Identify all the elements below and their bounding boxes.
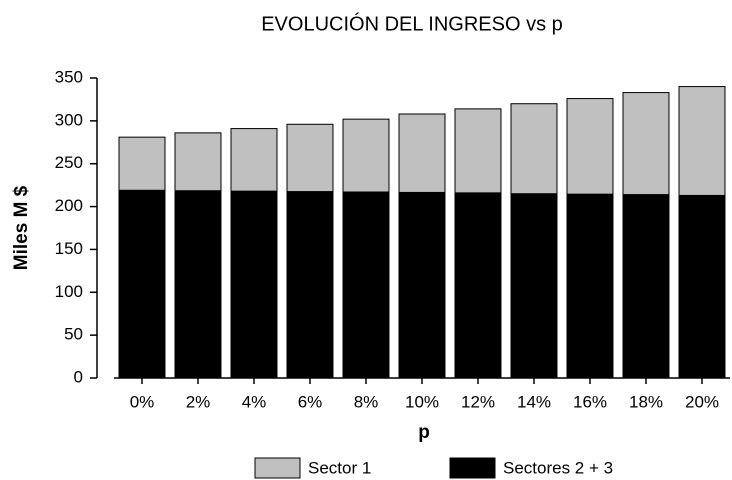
chart-title: EVOLUCIÓN DEL INGRESO vs p	[261, 12, 563, 35]
bar-segment	[678, 86, 726, 196]
x-tick-label: 0%	[130, 392, 155, 411]
bar-segment	[510, 103, 558, 195]
bar-segment	[286, 191, 334, 379]
x-tick-label: 16%	[573, 392, 607, 411]
bar-segment	[510, 193, 558, 379]
x-tick-label: 18%	[629, 392, 663, 411]
y-tick-label: 150	[55, 239, 83, 258]
y-axis-label: Miles M $	[11, 185, 32, 270]
y-tick-label: 50	[64, 325, 83, 344]
bar-segment	[566, 98, 614, 195]
bar-segment	[622, 92, 670, 196]
bar-segment	[398, 113, 446, 193]
bar-segment	[622, 194, 670, 379]
bar-segment	[118, 136, 166, 191]
legend-swatch	[449, 457, 496, 479]
x-axis-label: p	[418, 422, 430, 443]
x-tick-label: 8%	[354, 392, 379, 411]
bar-segment	[174, 190, 222, 379]
bar-segment	[678, 194, 726, 379]
x-tick-label: 20%	[685, 392, 719, 411]
bar-segment	[174, 132, 222, 192]
bar-segment	[342, 118, 390, 193]
bar-segment	[230, 128, 278, 192]
y-tick-label: 350	[55, 67, 83, 86]
y-tick-label: 100	[55, 282, 83, 301]
bar-segment	[118, 189, 166, 379]
x-tick-label: 14%	[517, 392, 551, 411]
bar-segment	[342, 191, 390, 379]
bar-segment	[398, 191, 446, 379]
bar-segment	[286, 123, 334, 193]
bar-segment	[230, 190, 278, 379]
y-tick-label: 0	[74, 367, 83, 386]
bar-segment	[566, 193, 614, 379]
x-tick-label: 4%	[242, 392, 267, 411]
y-tick-label: 300	[55, 110, 83, 129]
bar-segment	[454, 192, 502, 379]
legend-label: Sector 1	[308, 458, 371, 477]
y-tick-label: 250	[55, 153, 83, 172]
x-tick-label: 10%	[405, 392, 439, 411]
x-tick-label: 6%	[298, 392, 323, 411]
x-tick-label: 12%	[461, 392, 495, 411]
x-tick-label: 2%	[186, 392, 211, 411]
legend-swatch	[254, 457, 301, 479]
y-tick-label: 200	[55, 196, 83, 215]
bar-segment	[454, 108, 502, 194]
legend-label: Sectores 2 + 3	[503, 458, 613, 477]
